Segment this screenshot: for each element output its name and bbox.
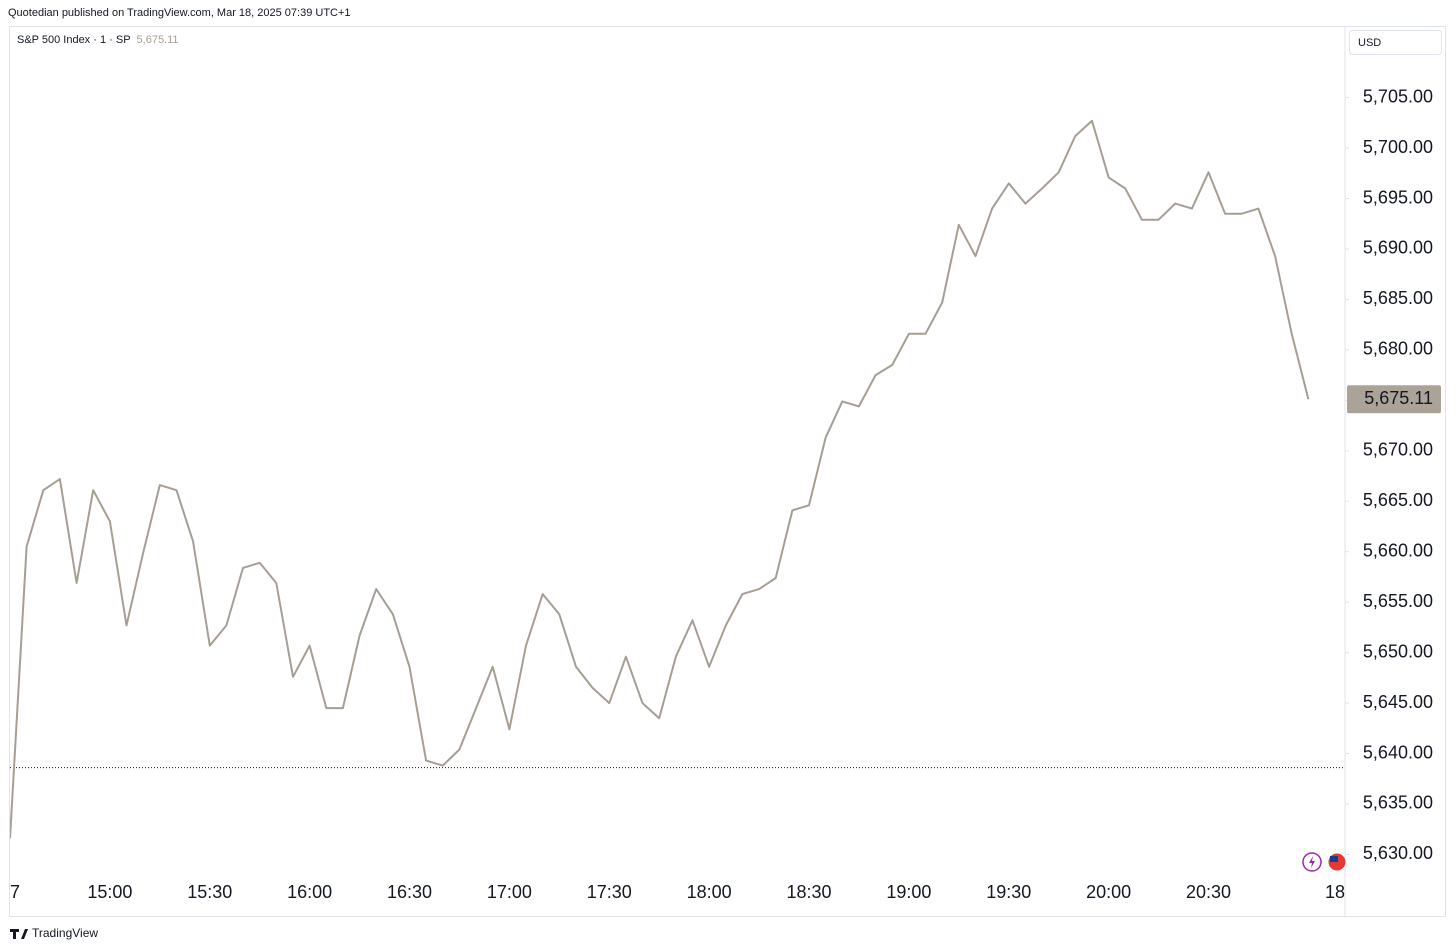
currency[interactable]: USD — [1358, 37, 1381, 49]
x-tick-label: 18 — [1325, 882, 1345, 902]
x-tick-label: 16:00 — [287, 882, 332, 902]
symbol: S&P 500 Index · 1 · SP — [17, 34, 131, 46]
y-tick-label: 5,660.00 — [1363, 540, 1433, 560]
x-tick-label: 7 — [10, 882, 20, 902]
y-tick-label: 5,695.00 — [1363, 187, 1433, 207]
x-tick-label: 15:00 — [87, 882, 132, 902]
brand-glyph — [10, 929, 28, 939]
y-tick-label: 5,640.00 — [1363, 742, 1433, 762]
y-tick-label: 5,635.00 — [1363, 793, 1433, 813]
y-tick-label: 5,700.00 — [1363, 137, 1433, 157]
x-tick-label: 18:00 — [687, 882, 732, 902]
x-tick-label: 20:30 — [1186, 882, 1231, 902]
x-tick-label: 19:00 — [886, 882, 931, 902]
y-tick-label: 5,665.00 — [1363, 490, 1433, 510]
chart-title: S&P 500 Index · 1 · SP 5,675.11 — [17, 34, 179, 46]
lightning-icon — [1302, 852, 1322, 872]
flag-canton — [1330, 856, 1338, 862]
y-tick-label: 5,655.00 — [1363, 591, 1433, 611]
x-tick-label: 17:30 — [587, 882, 632, 902]
y-tick-label: 5,650.00 — [1363, 641, 1433, 661]
y-axis: 5,625.00 5,630.00 5,635.00 5,640.00 5,645.00… — [1345, 86, 1441, 914]
last-price-box — [1347, 385, 1441, 414]
price-line — [10, 119, 1310, 839]
x-tick-label: 16:30 — [387, 882, 432, 902]
x-tick-label: 20:00 — [1086, 882, 1131, 902]
y-tick-label: 5,630.00 — [1363, 843, 1433, 863]
y-tick-label: 5,680.00 — [1363, 339, 1433, 359]
y-tick-label: 5,625.00 — [1363, 894, 1433, 914]
last-price: 5,675.11 — [137, 34, 179, 46]
chart-frame — [9, 26, 1446, 917]
y-tick-label: 5,690.00 — [1363, 238, 1433, 258]
lightning-glyph — [1309, 856, 1315, 868]
y-tick-label: 5,685.00 — [1363, 288, 1433, 308]
last-price-label: 5,675.11 — [1364, 388, 1433, 408]
currency-button[interactable] — [1349, 30, 1442, 55]
x-tick-label: 18:30 — [786, 882, 831, 902]
x-axis: 7 15:00 15:30 16:00 16:30 17:00 17:30 18:00 18:3… — [10, 882, 1345, 902]
brand: TradingView — [32, 926, 98, 940]
plot-area — [10, 119, 1345, 839]
y-tick-label: 5,645.00 — [1363, 692, 1433, 712]
publisher-note: Quotedian published on TradingView.com, … — [8, 7, 351, 19]
status-icons — [1302, 852, 1347, 872]
x-tick-label: 15:30 — [187, 882, 232, 902]
brand-logo — [10, 929, 28, 939]
y-tick-label: 5,670.00 — [1363, 440, 1433, 460]
x-tick-label: 19:30 — [986, 882, 1031, 902]
y-tick-label: 5,705.00 — [1363, 86, 1433, 106]
x-tick-label: 17:00 — [487, 882, 532, 902]
